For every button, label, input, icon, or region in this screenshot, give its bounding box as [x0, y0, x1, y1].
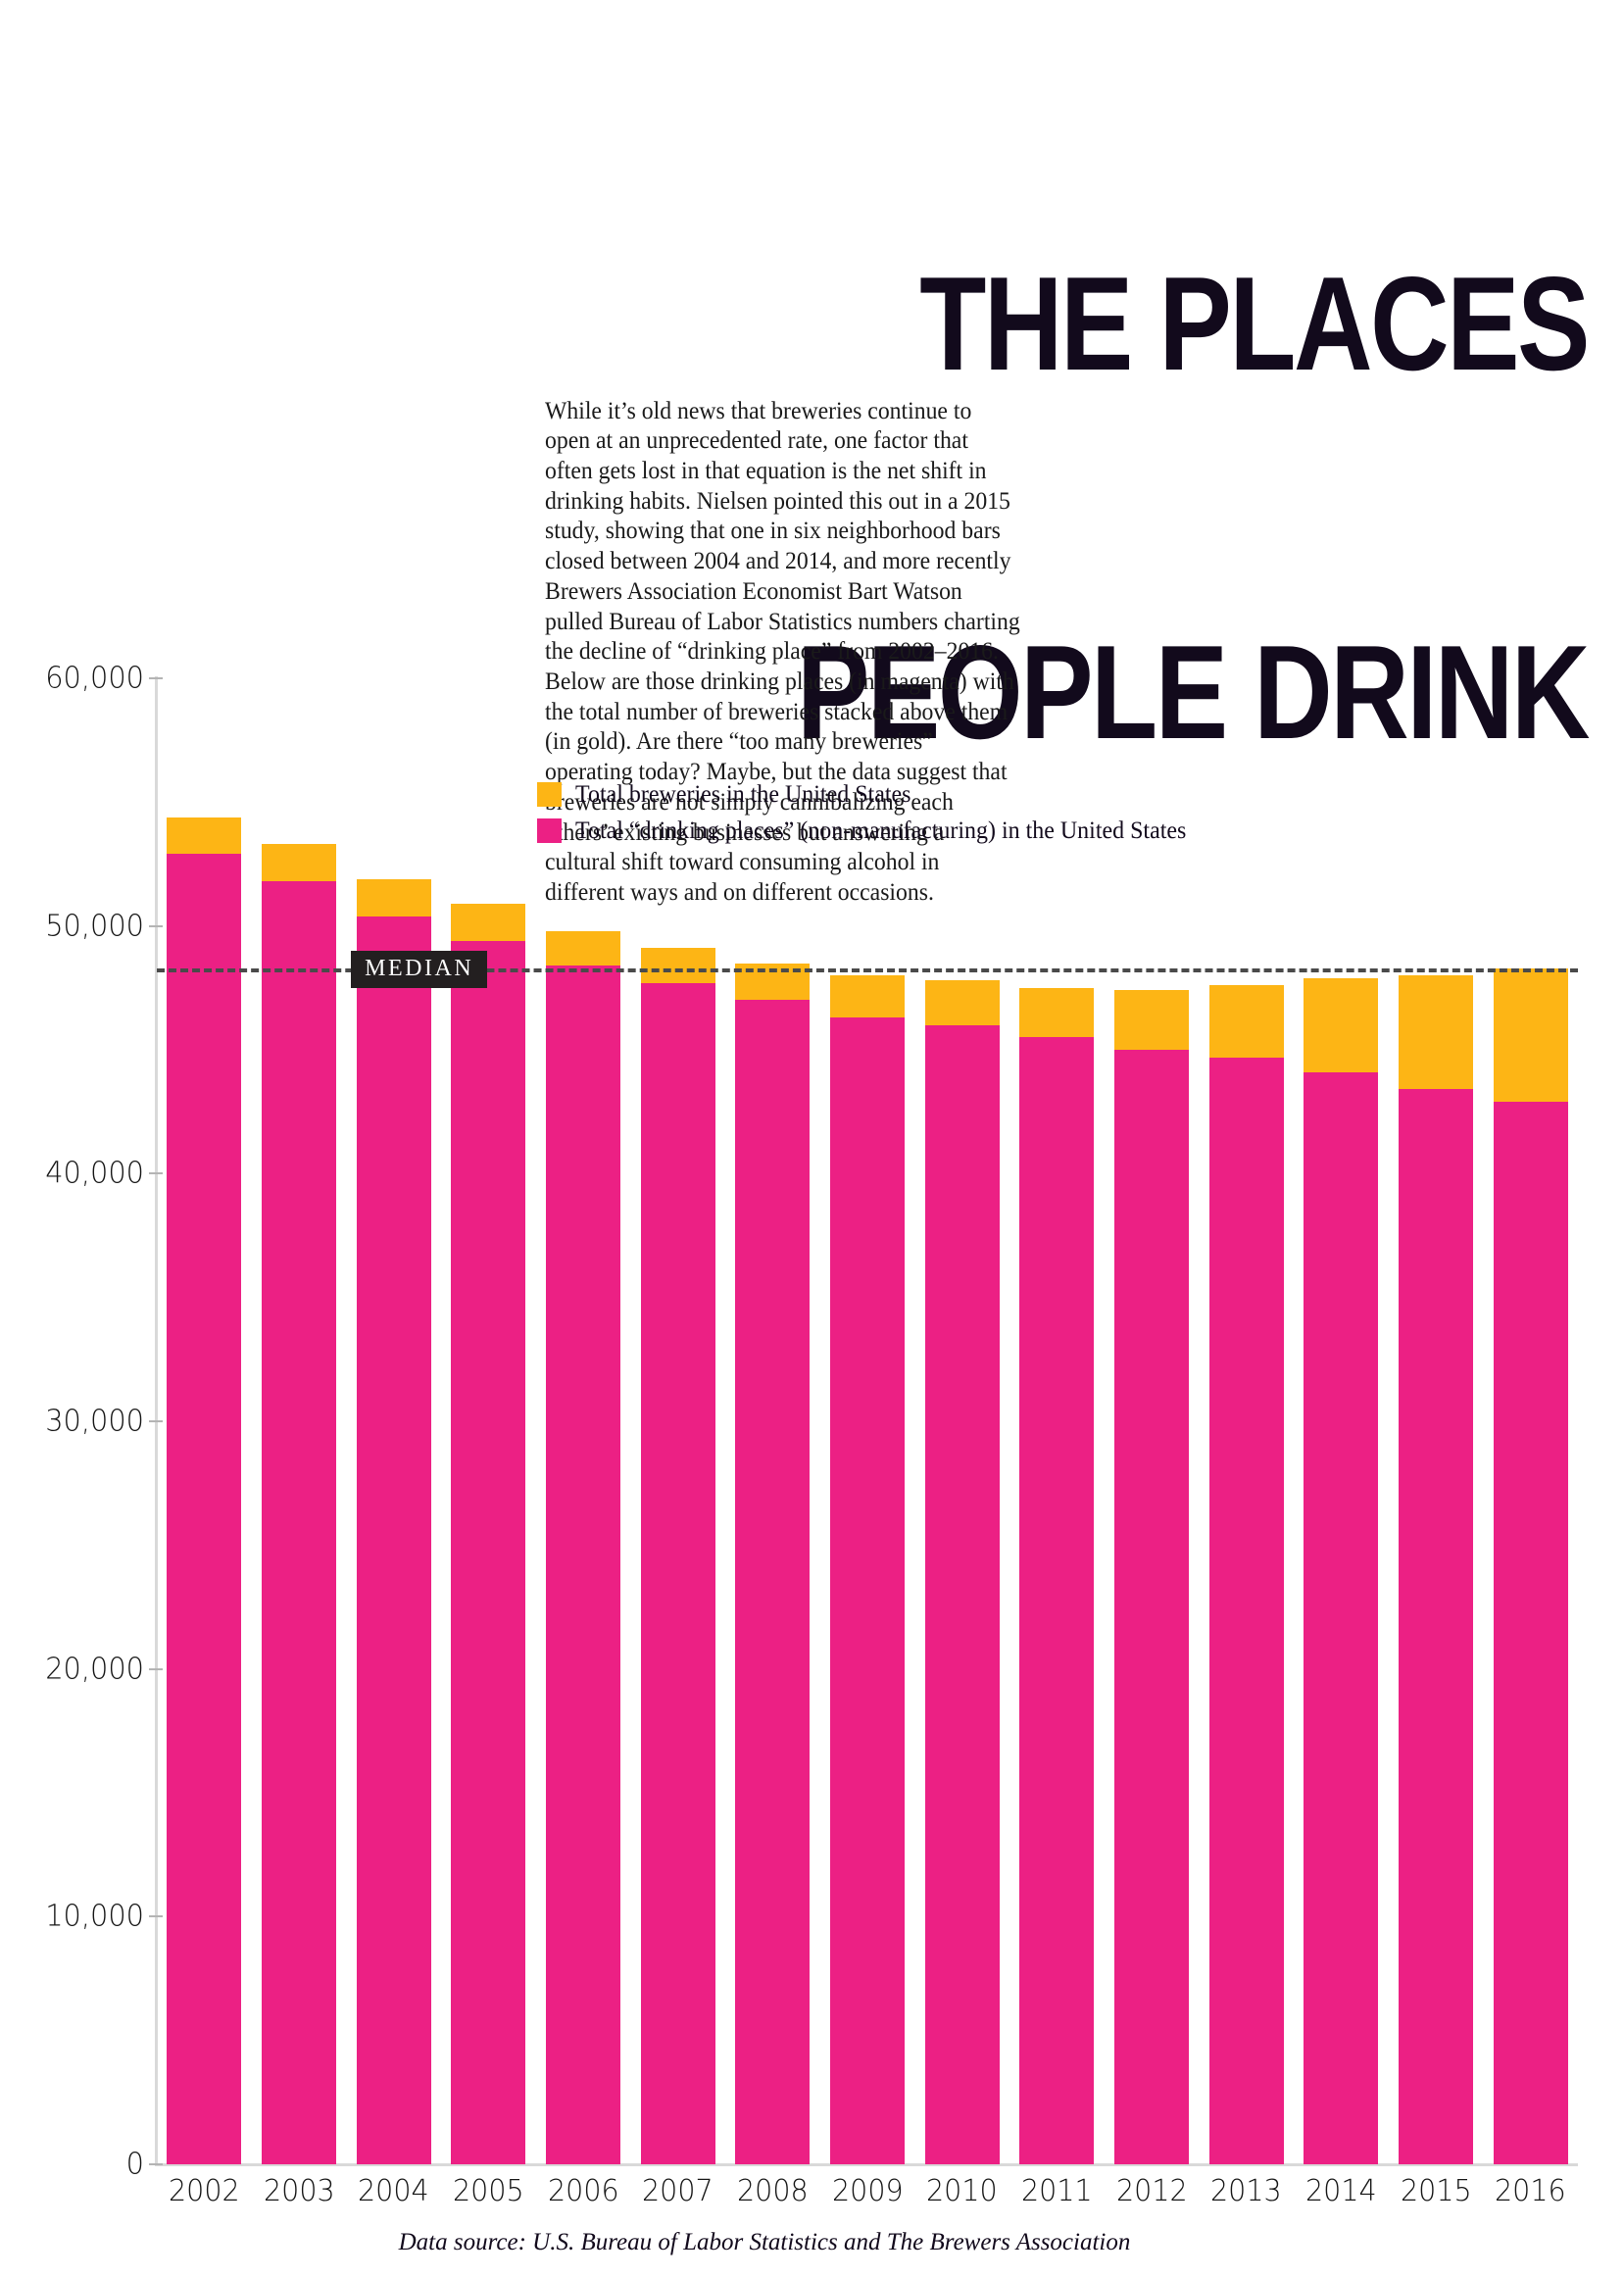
x-axis-line [155, 2163, 1578, 2166]
bar-segment-drinking-places[interactable] [1208, 1057, 1284, 2164]
bar-group[interactable] [1019, 987, 1095, 2164]
x-axis-tick: 2014 [1305, 2174, 1377, 2208]
bar-segment-drinking-places[interactable] [356, 916, 431, 2164]
median-badge: MEDIAN [351, 950, 488, 988]
bar-group[interactable] [924, 980, 1000, 2164]
bar-segment-drinking-places[interactable] [1019, 1037, 1095, 2164]
bar-segment-drinking-places[interactable] [1493, 1102, 1568, 2164]
bar-group[interactable] [640, 948, 715, 2164]
bar-group[interactable] [1208, 985, 1284, 2164]
source-note: Data source: U.S. Bureau of Labor Statis… [398, 2229, 1131, 2255]
bar-segment-drinking-places[interactable] [1114, 1050, 1189, 2164]
x-axis-tick: 2011 [1021, 2174, 1093, 2208]
x-axis-tick: 2008 [737, 2174, 809, 2208]
bar-segment-drinking-places[interactable] [830, 1017, 905, 2164]
y-axis-tick-mark [149, 1172, 163, 1175]
bar-segment-breweries[interactable] [262, 844, 336, 882]
chart-legend: Total breweries in the United States Tot… [537, 779, 1302, 852]
bar-segment-drinking-places[interactable] [167, 854, 242, 2164]
y-axis-tick-mark [149, 1420, 163, 1422]
y-axis-tick-mark [149, 1667, 163, 1670]
bar-segment-drinking-places[interactable] [924, 1024, 1000, 2164]
bar-group[interactable] [262, 844, 336, 2164]
headline-line-1: THE PLACES [919, 249, 1590, 399]
y-axis-tick-mark [149, 677, 163, 679]
x-axis-tick: 2016 [1495, 2174, 1566, 2208]
bar-segment-breweries[interactable] [640, 948, 715, 983]
bar-group[interactable] [1399, 975, 1473, 2164]
bar-segment-breweries[interactable] [167, 817, 242, 855]
bar-segment-drinking-places[interactable] [262, 881, 336, 2164]
x-axis-tick: 2013 [1210, 2174, 1282, 2208]
legend-item-breweries: Total breweries in the United States [537, 779, 1302, 809]
bar-segment-drinking-places[interactable] [1399, 1089, 1473, 2164]
page-title: THE PLACES PEOPLE DRINK [286, 18, 1590, 876]
bar-group[interactable] [167, 817, 242, 2164]
y-axis-tick-mark [149, 2163, 163, 2165]
y-axis-tick: 30,000 [45, 1404, 145, 1439]
x-axis-tick: 2015 [1400, 2174, 1472, 2208]
y-axis-tick-mark [149, 924, 163, 927]
bar-group[interactable] [1493, 967, 1568, 2164]
headline-line-2: PEOPLE DRINK [797, 617, 1590, 767]
bar-segment-drinking-places[interactable] [640, 982, 715, 2164]
y-axis-tick-mark [149, 1915, 163, 1918]
x-axis-tick: 2004 [358, 2174, 429, 2208]
x-axis-tick: 2006 [547, 2174, 619, 2208]
bar-segment-breweries[interactable] [1493, 967, 1568, 1103]
bar-segment-drinking-places[interactable] [546, 966, 620, 2164]
y-axis-tick: 20,000 [45, 1652, 145, 1687]
bar-segment-breweries[interactable] [546, 930, 620, 966]
legend-swatch-magenta [537, 817, 562, 843]
x-axis-tick: 2003 [263, 2174, 335, 2208]
legend-swatch-gold [537, 781, 562, 807]
intro-paragraph: While it’s old news that breweries conti… [545, 395, 1020, 907]
legend-label-drinking-places: Total “drinking places” (non-manufacturi… [575, 816, 1187, 845]
y-axis-tick: 10,000 [45, 1899, 145, 1934]
bar-group[interactable] [830, 975, 905, 2164]
legend-label-breweries: Total breweries in the United States [575, 779, 911, 809]
legend-item-drinking-places: Total “drinking places” (non-manufacturi… [537, 816, 1302, 845]
bar-segment-breweries[interactable] [451, 903, 526, 941]
x-axis-tick: 2009 [831, 2174, 904, 2208]
bar-segment-breweries[interactable] [1399, 975, 1473, 1090]
bar-segment-breweries[interactable] [924, 980, 1000, 1025]
bar-segment-drinking-places[interactable] [1304, 1071, 1379, 2164]
bar-segment-breweries[interactable] [356, 878, 431, 916]
median-line [157, 967, 1578, 972]
bar-group[interactable] [735, 963, 811, 2164]
x-axis-tick: 2010 [926, 2174, 998, 2208]
x-axis-tick: 2007 [642, 2174, 714, 2208]
bar-segment-breweries[interactable] [1304, 977, 1379, 1072]
bar-group[interactable] [451, 903, 526, 2164]
bar-segment-drinking-places[interactable] [735, 1000, 811, 2164]
x-axis-tick: 2012 [1115, 2174, 1188, 2208]
bar-segment-breweries[interactable] [1114, 990, 1189, 1050]
plot-area [157, 678, 1578, 2164]
bar-segment-breweries[interactable] [1208, 985, 1284, 1058]
y-axis-tick: 0 [125, 2147, 144, 2182]
bar-segment-drinking-places[interactable] [451, 940, 526, 2164]
bar-group[interactable] [356, 878, 431, 2164]
y-axis-tick: 40,000 [45, 1156, 145, 1191]
bar-group[interactable] [1304, 977, 1379, 2164]
x-axis-tick: 2002 [169, 2174, 240, 2208]
bar-segment-breweries[interactable] [1019, 987, 1095, 1038]
y-axis-tick: 50,000 [45, 909, 145, 944]
bar-group[interactable] [546, 930, 620, 2164]
x-axis-tick: 2005 [453, 2174, 524, 2208]
bar-group[interactable] [1114, 990, 1189, 2164]
y-axis-tick: 60,000 [45, 661, 145, 696]
bar-segment-breweries[interactable] [830, 975, 905, 1018]
